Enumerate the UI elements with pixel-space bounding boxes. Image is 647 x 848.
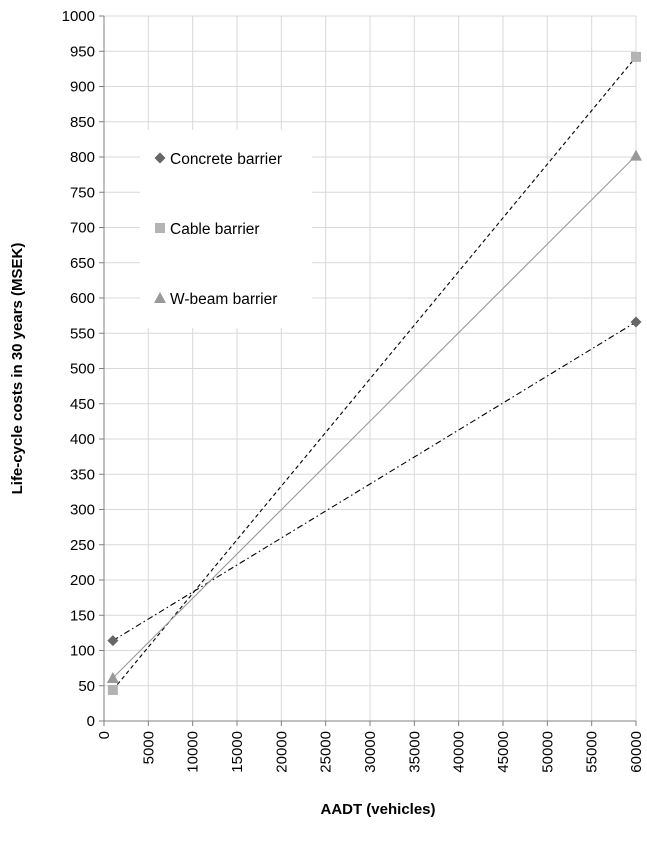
data-point-triangle bbox=[106, 671, 119, 683]
y-tick-label: 100 bbox=[70, 643, 95, 660]
data-point-diamond bbox=[630, 316, 642, 328]
y-tick-label: 850 bbox=[70, 114, 95, 131]
legend-label: W-beam barrier bbox=[170, 291, 277, 308]
series-line bbox=[112, 321, 637, 642]
y-tick-label: 700 bbox=[70, 220, 95, 237]
x-tick-label: 50000 bbox=[539, 731, 556, 773]
x-tick-label: 55000 bbox=[584, 731, 601, 773]
y-tick-label: 650 bbox=[70, 255, 95, 272]
y-tick-label: 0 bbox=[87, 713, 95, 730]
x-tick-label: 0 bbox=[96, 731, 113, 739]
series-group bbox=[106, 51, 642, 695]
y-tick-label: 750 bbox=[70, 184, 95, 201]
series-line bbox=[112, 56, 637, 691]
legend-box bbox=[140, 130, 312, 328]
x-tick-label: 20000 bbox=[273, 731, 290, 773]
x-tick-label: 60000 bbox=[628, 731, 645, 773]
x-tick-label: 35000 bbox=[406, 731, 423, 773]
y-tick-label: 800 bbox=[70, 149, 95, 166]
x-tick-label: 10000 bbox=[185, 731, 202, 773]
y-tick-label: 550 bbox=[70, 325, 95, 342]
y-tick-label: 450 bbox=[70, 396, 95, 413]
x-tick-label: 30000 bbox=[362, 731, 379, 773]
x-axis-title: AADT (vehicles) bbox=[320, 801, 435, 818]
x-tick-label: 5000 bbox=[140, 731, 157, 764]
x-tick-label: 45000 bbox=[495, 731, 512, 773]
axes bbox=[99, 15, 637, 726]
data-point-square bbox=[107, 684, 118, 695]
y-tick-label: 1000 bbox=[62, 8, 95, 25]
y-tick-label: 500 bbox=[70, 361, 95, 378]
y-tick-label: 50 bbox=[78, 678, 95, 695]
y-tick-label: 250 bbox=[70, 537, 95, 554]
y-tick-label: 300 bbox=[70, 502, 95, 519]
legend-triangle-marker bbox=[154, 292, 166, 303]
x-tick-label: 40000 bbox=[451, 731, 468, 773]
y-tick-label: 900 bbox=[70, 79, 95, 96]
legend-label: Cable barrier bbox=[170, 221, 260, 238]
y-tick-label: 400 bbox=[70, 431, 95, 448]
y-tick-label: 200 bbox=[70, 572, 95, 589]
data-point-triangle bbox=[630, 149, 642, 161]
legend: Concrete barrier Cable barrier W-beam barr… bbox=[140, 130, 312, 328]
x-tick-label: 15000 bbox=[229, 731, 246, 773]
x-tick-labels: 0 5000 10000 15000 20000 25000 30000 35000 40000… bbox=[96, 731, 645, 773]
y-tick-label: 600 bbox=[70, 290, 95, 307]
legend-label: Concrete barrier bbox=[170, 151, 282, 168]
legend-square-marker bbox=[155, 223, 165, 233]
y-tick-label: 150 bbox=[70, 607, 95, 624]
series-line bbox=[112, 155, 637, 679]
y-tick-label: 950 bbox=[70, 43, 95, 60]
y-tick-labels: 0 50 100 150 200 250 300 350 400 450 500 550 600 650 7… bbox=[62, 8, 95, 730]
data-point-square bbox=[631, 51, 641, 62]
data-point-diamond bbox=[107, 635, 119, 647]
x-tick-label: 25000 bbox=[318, 731, 335, 773]
legend-diamond-marker bbox=[154, 152, 166, 164]
gridlines bbox=[103, 15, 637, 722]
y-tick-label: 350 bbox=[70, 466, 95, 483]
y-axis-title: Life-cycle costs in 30 years (MSEK) bbox=[9, 243, 26, 495]
